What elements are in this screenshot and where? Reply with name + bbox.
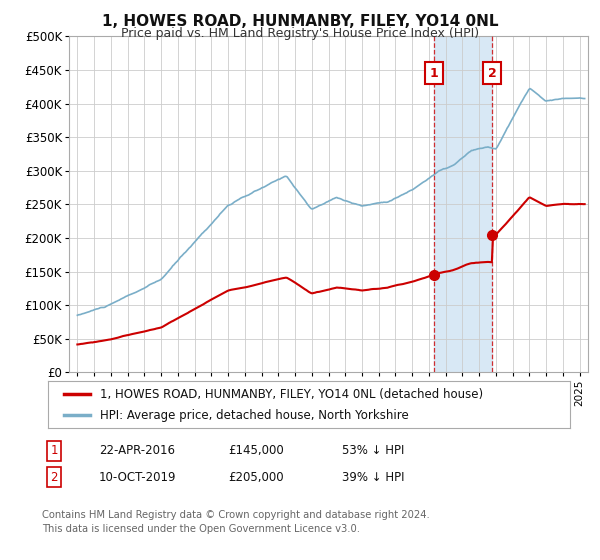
Text: 2: 2: [50, 470, 58, 484]
Text: 53% ↓ HPI: 53% ↓ HPI: [342, 444, 404, 458]
Text: £205,000: £205,000: [228, 470, 284, 484]
Text: 2: 2: [488, 67, 497, 80]
Text: 1, HOWES ROAD, HUNMANBY, FILEY, YO14 0NL: 1, HOWES ROAD, HUNMANBY, FILEY, YO14 0NL: [102, 14, 498, 29]
Text: 1: 1: [50, 444, 58, 458]
Text: HPI: Average price, detached house, North Yorkshire: HPI: Average price, detached house, Nort…: [100, 409, 409, 422]
Bar: [434, 36, 492, 372]
Text: 22-APR-2016: 22-APR-2016: [99, 444, 175, 458]
Text: Price paid vs. HM Land Registry's House Price Index (HPI): Price paid vs. HM Land Registry's House …: [121, 27, 479, 40]
Text: 1, HOWES ROAD, HUNMANBY, FILEY, YO14 0NL (detached house): 1, HOWES ROAD, HUNMANBY, FILEY, YO14 0NL…: [100, 388, 484, 400]
Text: This data is licensed under the Open Government Licence v3.0.: This data is licensed under the Open Gov…: [42, 524, 360, 534]
Text: 39% ↓ HPI: 39% ↓ HPI: [342, 470, 404, 484]
Text: 1: 1: [430, 67, 439, 80]
Text: Contains HM Land Registry data © Crown copyright and database right 2024.: Contains HM Land Registry data © Crown c…: [42, 510, 430, 520]
Text: £145,000: £145,000: [228, 444, 284, 458]
Text: 10-OCT-2019: 10-OCT-2019: [99, 470, 176, 484]
